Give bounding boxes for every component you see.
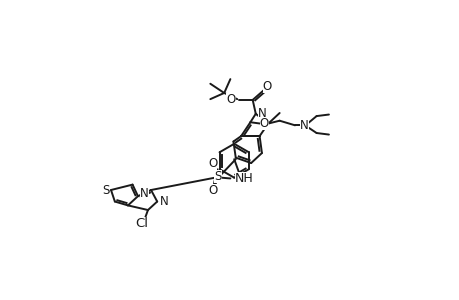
Text: NH: NH	[235, 172, 253, 185]
Text: Cl: Cl	[135, 218, 148, 230]
Text: O: O	[226, 93, 235, 106]
Text: O: O	[207, 157, 217, 170]
Text: O: O	[262, 80, 271, 93]
Text: S: S	[214, 170, 221, 183]
Text: S: S	[102, 184, 109, 196]
Text: O: O	[207, 184, 217, 196]
Text: O: O	[259, 117, 268, 130]
Text: N: N	[160, 195, 168, 208]
Text: N: N	[299, 119, 308, 132]
Text: N: N	[140, 187, 149, 200]
Text: N: N	[257, 107, 266, 120]
